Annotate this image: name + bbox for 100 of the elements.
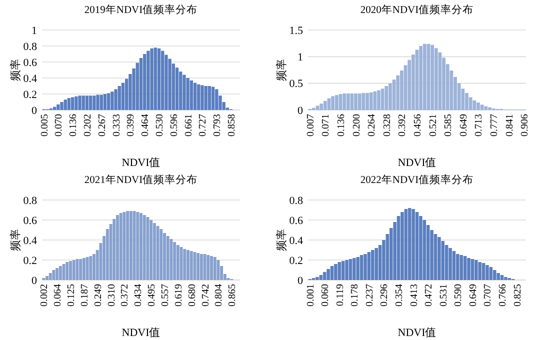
bar [444, 245, 448, 280]
bar [150, 48, 154, 110]
bar [492, 270, 496, 280]
bar [465, 92, 468, 110]
x-tick-label: 0.521 [428, 114, 439, 136]
y-tick-label: 0.4 [23, 72, 38, 85]
bar [164, 54, 168, 110]
x-tick-label: 0.596 [168, 114, 180, 136]
bar [126, 211, 130, 280]
bar [193, 252, 196, 280]
bar [161, 50, 164, 110]
y-tick-label: 0.2 [23, 254, 37, 267]
bar [422, 220, 426, 280]
bar [463, 256, 467, 280]
x-tick-label: 0.858 [226, 114, 238, 136]
x-tick-label: 0.464 [140, 114, 152, 136]
bar [326, 269, 330, 280]
y-tick-label: 0 [298, 104, 304, 117]
x-tick-label: 0.136 [336, 114, 347, 136]
bar [129, 211, 132, 280]
y-tick-label: 1 [298, 52, 303, 64]
x-tick-label: 0.680 [186, 284, 198, 306]
x-tick-label: 0.249 [92, 284, 104, 306]
bar [456, 254, 460, 280]
bar [470, 259, 474, 280]
bar [415, 212, 419, 280]
x-tick-label: 0.007 [305, 114, 316, 136]
bar [216, 260, 220, 280]
x-tick-label: 0.713 [474, 114, 485, 136]
bar [342, 93, 346, 110]
bar [72, 260, 76, 280]
y-tick-label: 0.8 [289, 194, 304, 207]
bar [200, 254, 203, 280]
bar [322, 272, 326, 280]
x-tick-label: 0.777 [489, 114, 500, 136]
x-tick-label: 0.005 [39, 114, 50, 136]
bar [79, 259, 82, 280]
y-tick-label: 0.8 [23, 40, 38, 53]
bar [204, 86, 208, 110]
bar [175, 68, 179, 110]
bar [112, 219, 116, 280]
bar [52, 270, 56, 280]
y-tick-label: 0.6 [289, 214, 304, 227]
bar [478, 262, 482, 280]
bar [56, 104, 60, 110]
x-tick-label: 0.372 [120, 284, 131, 306]
bar [78, 96, 82, 110]
bar [215, 89, 218, 110]
bar [208, 86, 212, 110]
bar [170, 239, 173, 280]
y-tick-label: 0.4 [23, 234, 38, 247]
bar [472, 100, 476, 110]
bar [64, 100, 67, 110]
bar [116, 215, 119, 280]
bar [92, 254, 96, 280]
bar [412, 209, 415, 280]
bar [371, 250, 374, 280]
x-tick-label: 0.906 [520, 114, 531, 136]
bar [334, 264, 338, 280]
x-tick-label: 0.200 [351, 114, 362, 136]
x-tick-label: 0.399 [126, 114, 137, 136]
x-tick-label: 0.296 [379, 284, 390, 306]
y-tick-label: 1.5 [289, 24, 304, 37]
x-tick-label: 0.064 [52, 284, 64, 306]
bar [100, 94, 103, 110]
x-tick-label: 0.766 [498, 284, 509, 306]
bar [200, 85, 204, 110]
bar [430, 44, 434, 110]
x-tick-label: 0.392 [397, 114, 408, 136]
x-tick-label: 0.070 [54, 114, 65, 136]
x-tick-label: 0.742 [200, 284, 212, 306]
bar [316, 277, 319, 280]
bar [211, 86, 215, 110]
y-tick-label: 0.5 [289, 78, 304, 90]
bar [434, 234, 438, 280]
bar [183, 249, 186, 280]
x-tick-label: 0.865 [227, 284, 238, 306]
bar [210, 256, 213, 280]
bar [60, 102, 64, 110]
bar [121, 82, 125, 110]
x-tick-label: 0.001 [305, 284, 316, 306]
bar [330, 266, 334, 280]
x-tick-label: 0.310 [106, 284, 118, 306]
bar [323, 100, 327, 110]
x-tick-label: 0.237 [364, 284, 376, 306]
bar [316, 106, 320, 110]
bar [74, 96, 78, 110]
bar [348, 259, 352, 280]
x-tick-label: 0.804 [214, 284, 225, 306]
x-tick-label: 0.456 [412, 114, 424, 136]
bar [384, 86, 388, 110]
bar [140, 213, 142, 280]
y-tick-label: 0 [32, 274, 38, 287]
x-tick-label: 0.060 [320, 284, 332, 306]
x-tick-label: 0.125 [66, 284, 77, 306]
bar [404, 209, 408, 280]
bar [146, 217, 150, 280]
bar [380, 88, 384, 110]
bar [489, 267, 493, 280]
bar [476, 102, 480, 110]
